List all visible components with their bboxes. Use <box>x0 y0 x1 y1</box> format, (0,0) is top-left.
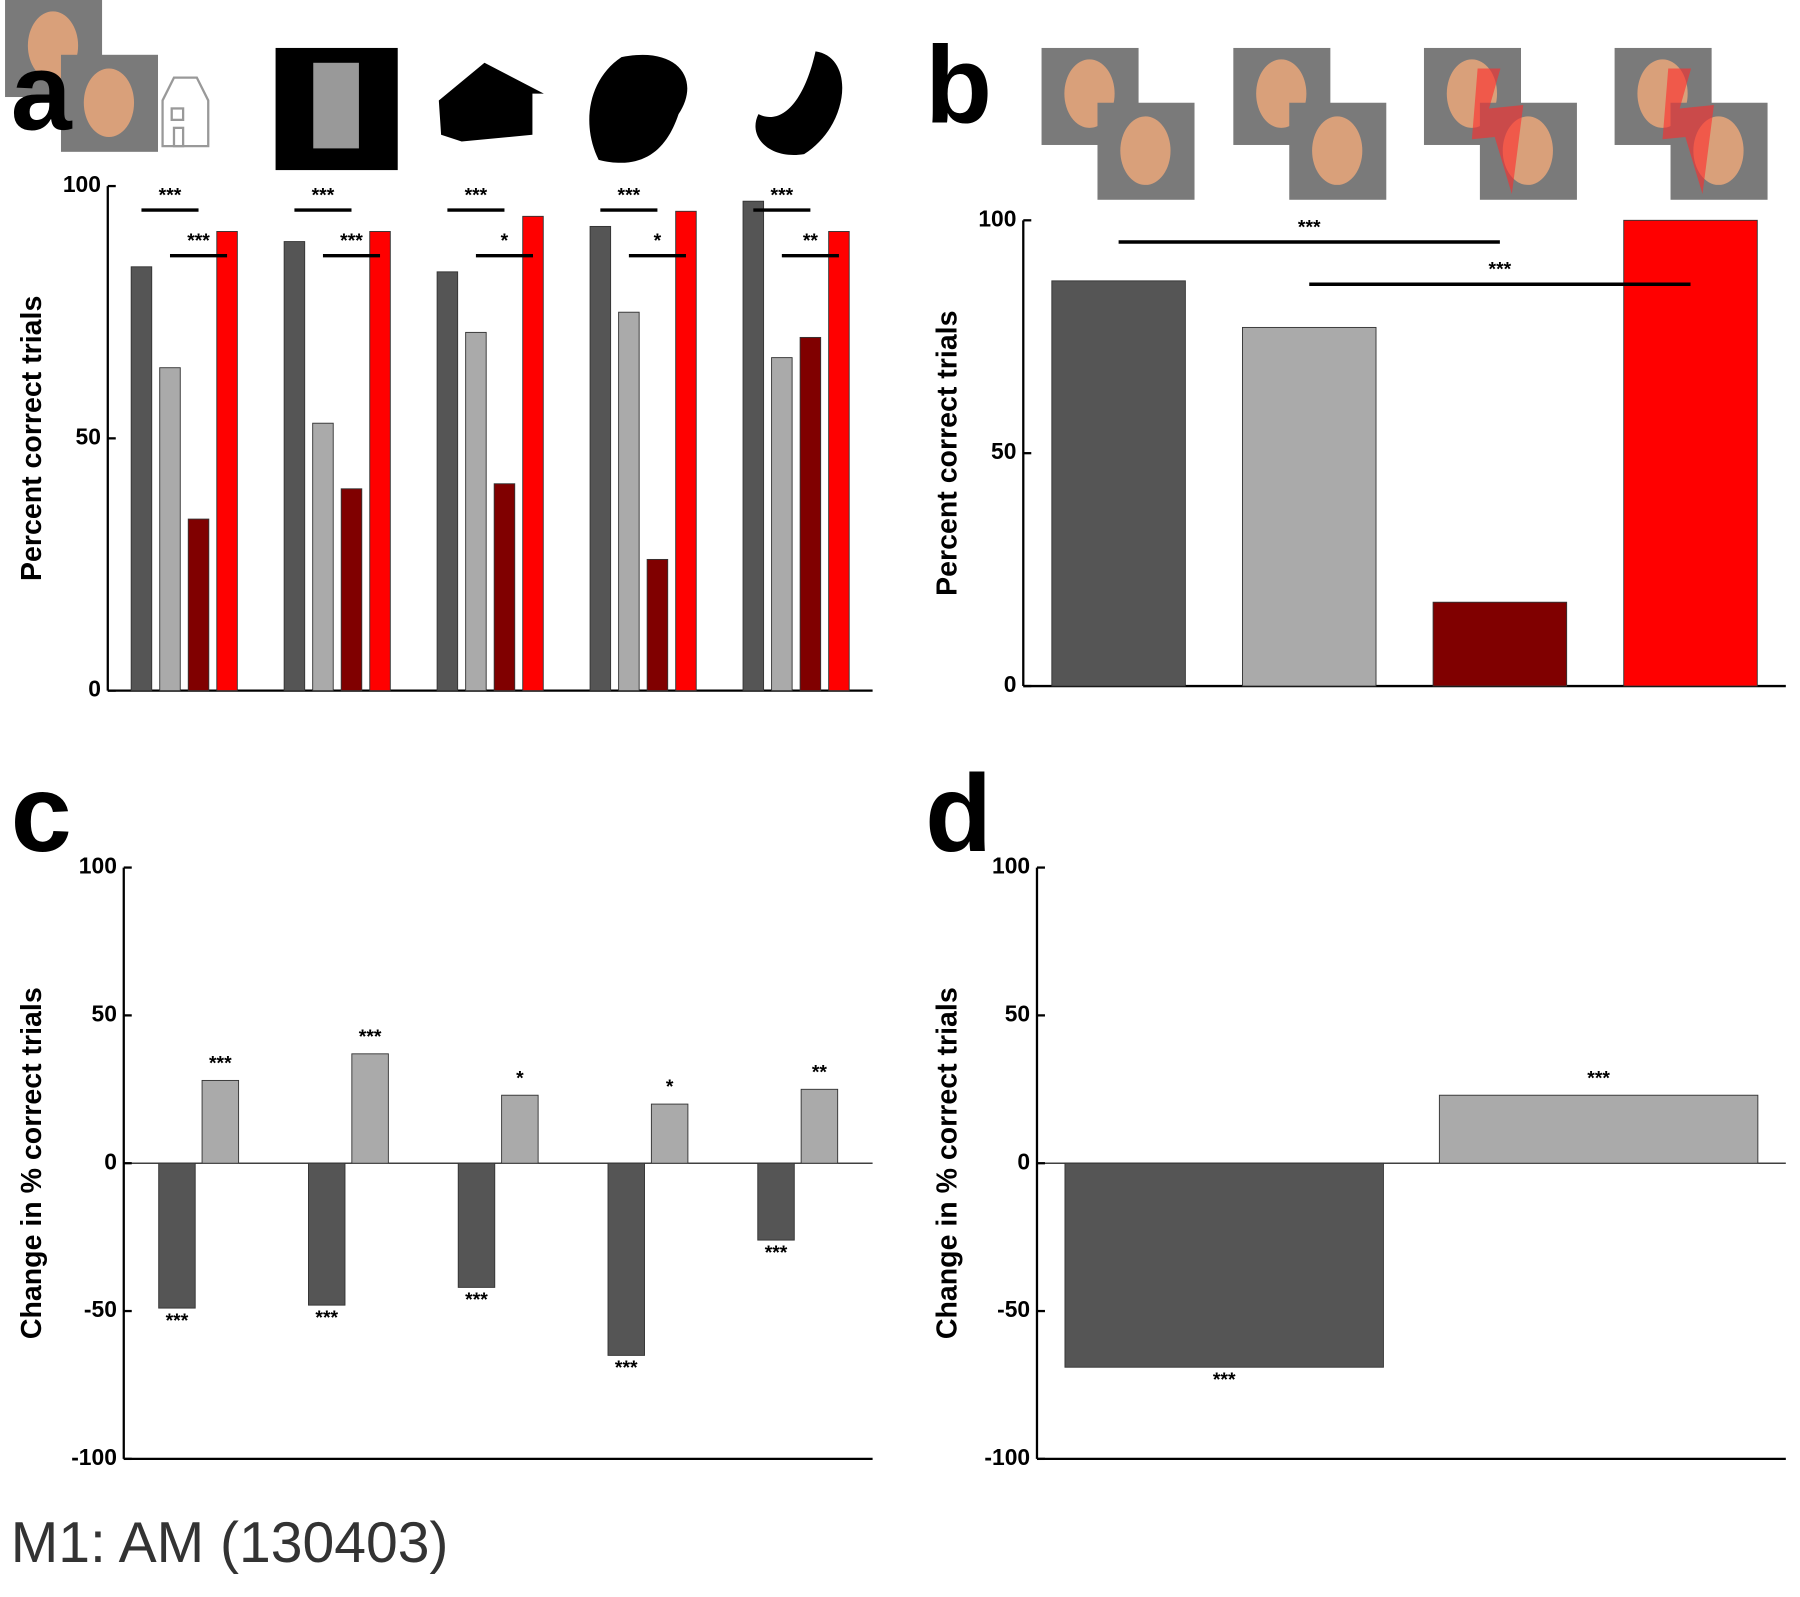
bar <box>501 1094 539 1164</box>
significance-label: ** <box>812 1061 828 1083</box>
bar <box>465 331 487 692</box>
bar <box>340 488 363 692</box>
bar <box>799 336 822 692</box>
y-tick-label: 50 <box>991 438 1016 464</box>
bar <box>1242 326 1377 687</box>
bar <box>159 367 181 692</box>
y-tick-label: 50 <box>92 1000 117 1026</box>
significance-label: *** <box>1213 1369 1236 1391</box>
bar <box>457 1162 496 1288</box>
y-tick-label: 100 <box>79 853 117 879</box>
y-tick-label: 100 <box>978 205 1016 231</box>
bar <box>650 1103 689 1164</box>
bar <box>589 225 612 692</box>
stimulation-mark <box>1471 68 1524 195</box>
stimulus-icons <box>161 47 843 171</box>
bar <box>1051 280 1186 687</box>
panel-letter: c <box>11 753 72 875</box>
bar <box>607 1162 645 1356</box>
panel-letter: a <box>11 31 73 153</box>
significance-label: *** <box>618 184 641 206</box>
significance-label: ** <box>803 230 819 252</box>
significance-label: *** <box>359 1026 382 1048</box>
bar <box>522 215 544 692</box>
significance-label: *** <box>315 1307 338 1329</box>
bar <box>1064 1162 1384 1368</box>
house-shape <box>313 62 359 149</box>
significance-label: *** <box>209 1053 232 1075</box>
y-axis-label: Change in % correct trials <box>932 987 964 1339</box>
significance-label: *** <box>166 1310 189 1332</box>
y-tick-label: 0 <box>88 676 101 702</box>
bar <box>618 311 640 692</box>
bar <box>1432 601 1568 687</box>
bar <box>308 1162 346 1306</box>
bar <box>771 357 793 692</box>
bar <box>187 518 210 692</box>
significance-label: *** <box>771 184 794 206</box>
y-tick-label: 0 <box>104 1148 117 1174</box>
y-tick-label: 100 <box>992 853 1030 879</box>
bar <box>828 231 850 692</box>
y-tick-label: -100 <box>71 1444 117 1470</box>
bar <box>201 1079 240 1164</box>
stimulation-mark <box>1662 68 1714 195</box>
significance-label: *** <box>1587 1067 1610 1089</box>
y-tick-label: 0 <box>1017 1148 1030 1174</box>
significance-label: * <box>666 1076 674 1098</box>
face <box>83 68 135 137</box>
significance-label: *** <box>1489 259 1512 281</box>
face-stimuli <box>5 0 1768 200</box>
bar <box>757 1162 795 1241</box>
bar <box>646 558 669 692</box>
significance-label: *** <box>465 184 488 206</box>
face-silhouette <box>755 51 843 155</box>
significance-label: * <box>501 230 509 252</box>
significance-label: *** <box>340 230 363 252</box>
bar <box>493 483 516 692</box>
significance-label: *** <box>615 1357 638 1379</box>
house-outline <box>161 76 210 148</box>
y-tick-label: -50 <box>997 1296 1030 1322</box>
significance-label: * <box>516 1067 524 1089</box>
y-tick-label: 50 <box>76 423 101 449</box>
bar <box>675 210 697 692</box>
bar <box>158 1162 196 1309</box>
house-black <box>438 62 544 142</box>
significance-label: * <box>654 230 662 252</box>
y-tick-label: -50 <box>84 1296 117 1322</box>
bar <box>800 1088 839 1164</box>
y-tick-label: -100 <box>984 1444 1030 1470</box>
bar <box>283 241 306 692</box>
panel-letter: d <box>925 753 992 875</box>
significance-label: *** <box>312 184 335 206</box>
significance-label: *** <box>1298 216 1321 238</box>
y-tick-label: 0 <box>1004 671 1017 697</box>
face-silhouette <box>589 54 688 163</box>
bar <box>369 231 391 692</box>
significance-label: *** <box>465 1289 488 1311</box>
bar <box>216 231 238 692</box>
footer: M1: AM (130403) <box>11 1511 449 1575</box>
y-tick-label: 50 <box>1005 1000 1030 1026</box>
y-axis-label: Change in % correct trials <box>16 987 48 1339</box>
bar <box>436 271 459 692</box>
significance-label: *** <box>159 184 182 206</box>
bar <box>1438 1094 1759 1164</box>
y-axis-label: Percent correct trials <box>16 296 48 581</box>
y-axis-label: Percent correct trials <box>932 311 964 596</box>
bar <box>742 200 765 692</box>
bar <box>1623 219 1758 687</box>
panel-letter: b <box>925 25 992 147</box>
bar <box>130 266 153 692</box>
y-tick-label: 100 <box>63 171 101 197</box>
bar <box>312 422 334 692</box>
bar <box>351 1053 389 1164</box>
significance-label: *** <box>187 230 210 252</box>
significance-label: *** <box>765 1242 788 1264</box>
